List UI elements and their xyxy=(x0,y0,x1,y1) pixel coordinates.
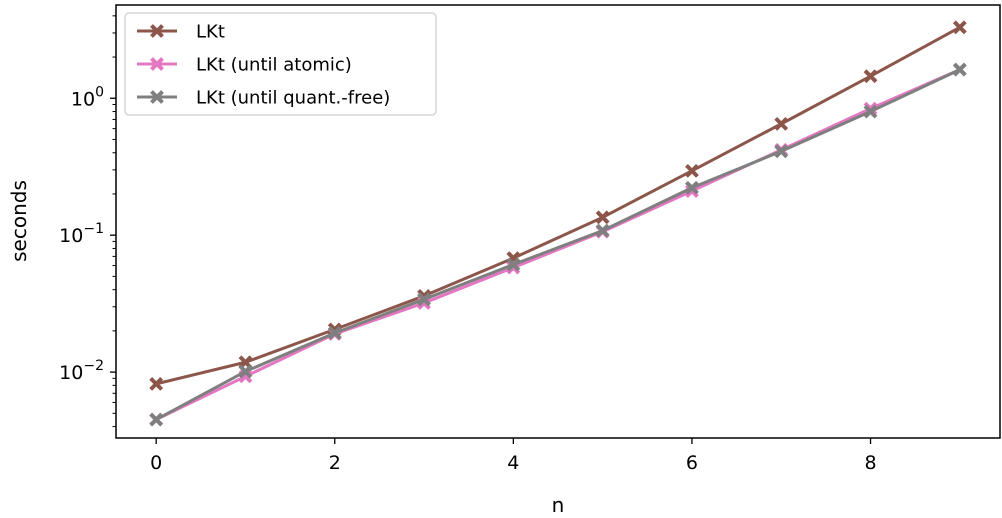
legend-marker xyxy=(150,57,164,71)
data-point xyxy=(774,116,789,131)
data-point xyxy=(685,180,699,195)
series-2 xyxy=(149,62,967,427)
legend-label: LKt (until atomic) xyxy=(196,55,352,76)
x-axis-label: n xyxy=(552,493,565,517)
legend-label: LKt (until quant.-free) xyxy=(196,88,390,109)
data-point xyxy=(952,62,967,77)
x-tick-label: 4 xyxy=(507,452,519,474)
series-line xyxy=(155,68,961,421)
plot-area xyxy=(149,20,967,427)
data-point xyxy=(952,20,967,35)
data-point xyxy=(238,364,253,379)
data-point xyxy=(863,104,878,119)
data-point xyxy=(417,292,431,307)
x-tick-label: 6 xyxy=(686,452,698,474)
x-tick-label: 8 xyxy=(864,452,876,474)
legend: LKt LKt (until atomic) LKt (until quant.-f… xyxy=(124,12,437,116)
data-point xyxy=(774,144,789,159)
legend-entry: LKt xyxy=(137,22,225,43)
data-point xyxy=(595,223,610,238)
data-point xyxy=(327,326,342,340)
series-1 xyxy=(149,62,967,427)
series-line xyxy=(155,25,961,386)
y-tick-label: 100 xyxy=(71,84,104,110)
axes: 0 2 4 6 8 10−2 10−1 100 xyxy=(59,4,1001,474)
legend-marker xyxy=(150,24,164,38)
series-line xyxy=(155,68,961,421)
legend-label: LKt xyxy=(196,22,225,43)
y-axis-label: seconds xyxy=(7,180,31,262)
x-tick-label: 0 xyxy=(150,452,162,474)
legend-box xyxy=(124,12,437,116)
data-point xyxy=(149,376,164,391)
data-point xyxy=(685,163,699,178)
legend-entry: LKt (until atomic) xyxy=(137,55,352,76)
data-point xyxy=(595,210,610,225)
legend-marker xyxy=(150,90,164,104)
x-tick-label: 2 xyxy=(329,452,341,474)
legend-entry: LKt (until quant.-free) xyxy=(137,88,390,109)
data-point xyxy=(506,257,521,272)
data-point xyxy=(149,412,164,427)
y-tick-label: 10−2 xyxy=(59,358,104,384)
series-0 xyxy=(149,20,967,391)
y-tick-label: 10−1 xyxy=(59,221,104,247)
data-point xyxy=(863,69,878,84)
axes-frame xyxy=(115,4,1001,439)
